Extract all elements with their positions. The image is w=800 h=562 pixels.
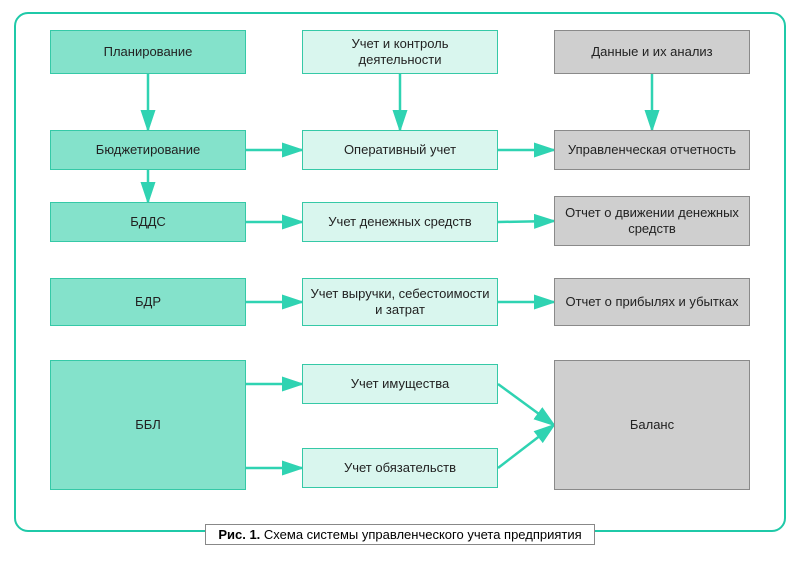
node-r3c1: БДДС xyxy=(50,202,246,242)
node-r2c3: Управленческая отчетность xyxy=(554,130,750,170)
node-r4c3: Отчет о прибылях и убытках xyxy=(554,278,750,326)
node-r5c3: Баланс xyxy=(554,360,750,490)
node-r4c2: Учет выручки, себестоимости и затрат xyxy=(302,278,498,326)
figure-caption: Рис. 1. Схема системы управленческого уч… xyxy=(0,524,800,545)
caption-prefix: Рис. 1. xyxy=(218,527,260,542)
node-r5c1: ББЛ xyxy=(50,360,246,490)
node-r3c2: Учет денежных средств xyxy=(302,202,498,242)
node-r1c2: Учет и контроль деятельности xyxy=(302,30,498,74)
node-r3c3: Отчет о движении денежных средств xyxy=(554,196,750,246)
node-r4c1: БДР xyxy=(50,278,246,326)
node-r2c1: Бюджетирование xyxy=(50,130,246,170)
node-r1c3: Данные и их анализ xyxy=(554,30,750,74)
node-r5c2b: Учет обязательств xyxy=(302,448,498,488)
node-r5c2a: Учет имущества xyxy=(302,364,498,404)
node-r1c1: Планирование xyxy=(50,30,246,74)
flowchart-diagram: Планирование Учет и контроль деятельности… xyxy=(14,12,786,532)
caption-text: Схема системы управленческого учета пред… xyxy=(260,527,581,542)
node-r2c2: Оперативный учет xyxy=(302,130,498,170)
